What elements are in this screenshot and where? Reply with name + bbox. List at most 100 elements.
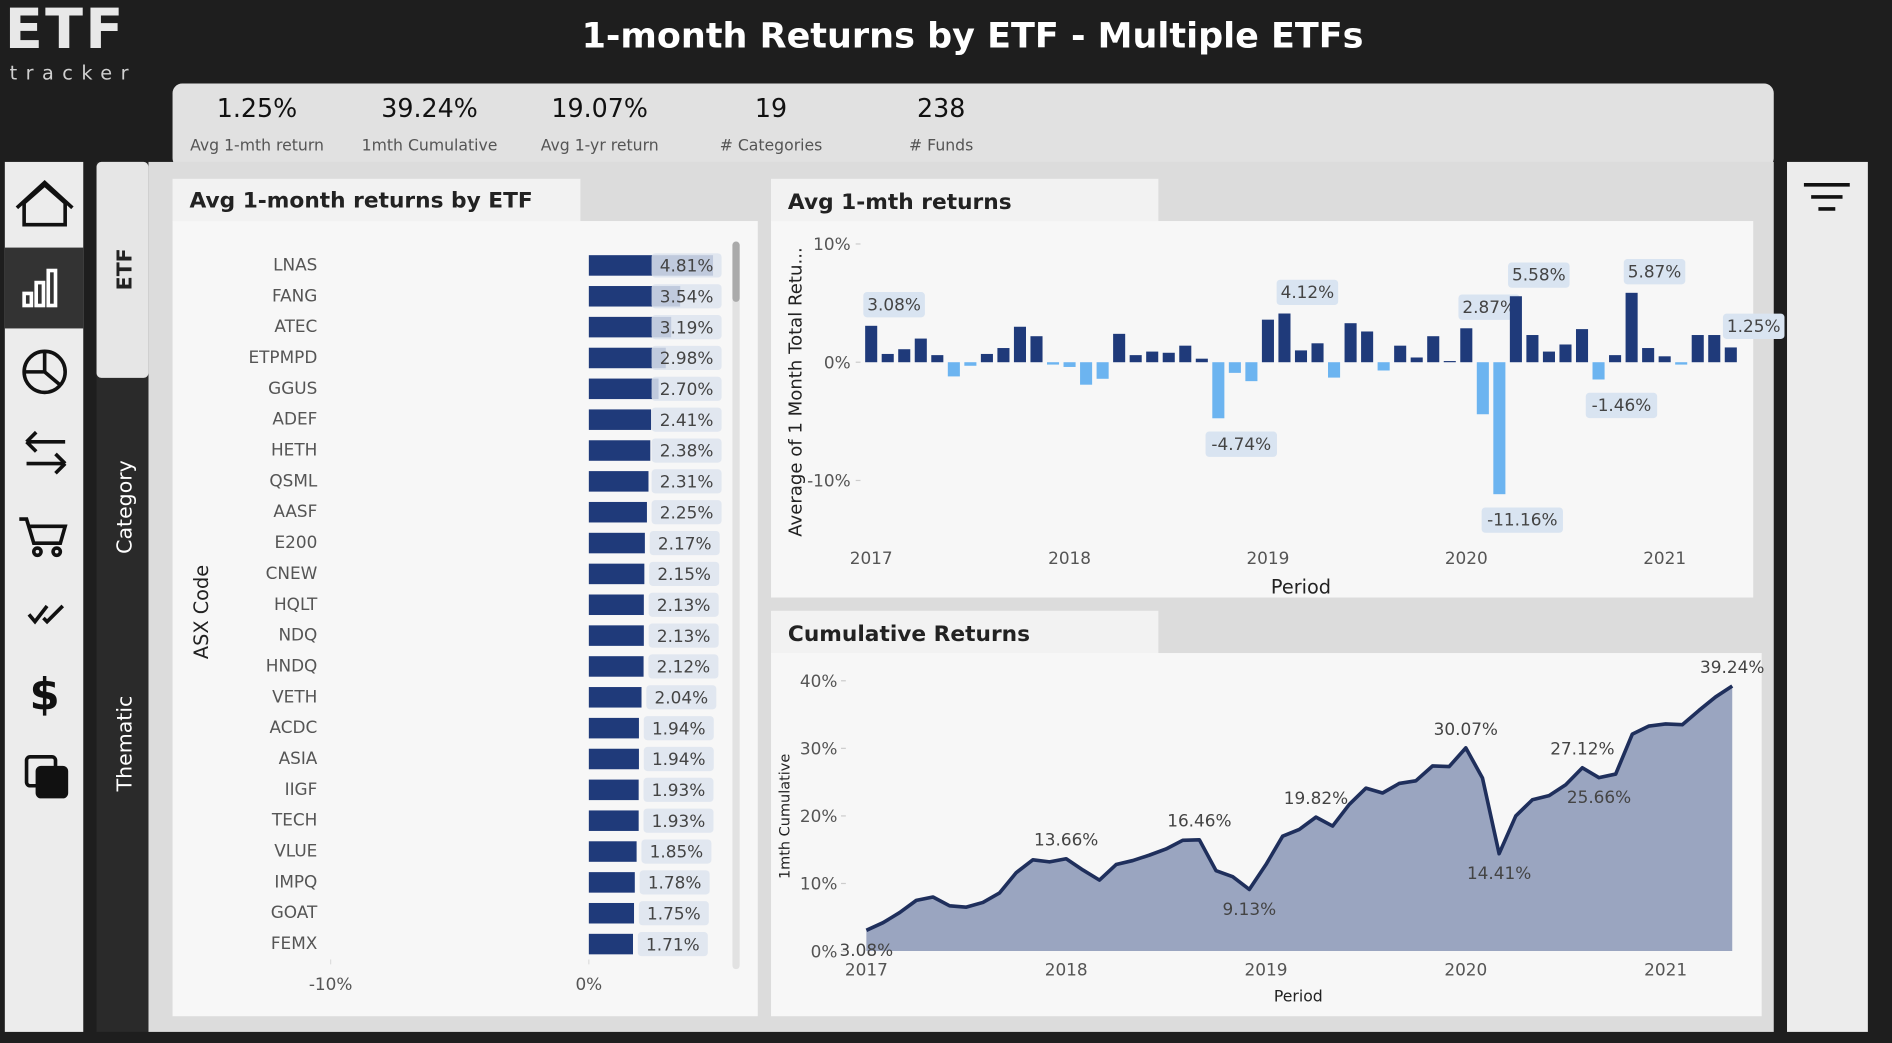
y-tick-label: VLUE bbox=[274, 841, 317, 861]
data-label: 1.94% bbox=[652, 718, 706, 738]
bar bbox=[1443, 361, 1456, 363]
bar bbox=[1146, 351, 1159, 363]
axis-title: ASX Code bbox=[190, 565, 213, 659]
data-label: 2.70% bbox=[660, 379, 714, 399]
bar bbox=[1691, 335, 1704, 363]
data-label-bg bbox=[1585, 392, 1658, 419]
tab-label[interactable]: Category bbox=[112, 460, 136, 554]
chart-title: Cumulative Returns bbox=[788, 622, 1030, 647]
data-label-bg bbox=[638, 901, 709, 926]
axis-title: 1mth Cumulative bbox=[778, 754, 794, 879]
bar bbox=[1377, 362, 1390, 371]
data-label: 1.25% bbox=[1727, 316, 1781, 336]
bar bbox=[588, 409, 652, 430]
bar bbox=[1575, 329, 1589, 363]
x-tick-label: 2020 bbox=[1444, 959, 1487, 979]
data-label-bg bbox=[649, 530, 720, 556]
bar bbox=[1642, 348, 1655, 363]
data-label-bg bbox=[648, 592, 719, 617]
bar bbox=[588, 717, 639, 739]
nav-pie[interactable] bbox=[22, 349, 67, 395]
data-label: -4.74% bbox=[1211, 434, 1271, 454]
tab-active[interactable] bbox=[96, 161, 149, 378]
kpi-label: Avg 1-yr return bbox=[541, 136, 659, 155]
nav-icons: $ bbox=[15, 179, 74, 799]
bar bbox=[1179, 345, 1192, 363]
logo-main: ETF bbox=[5, 0, 126, 62]
kpi-value: 19 bbox=[755, 93, 787, 123]
nav-home[interactable] bbox=[15, 179, 74, 227]
data-label: 2.13% bbox=[657, 595, 711, 615]
axis-title: Period bbox=[1271, 575, 1331, 598]
data-label: 1.93% bbox=[652, 811, 706, 831]
bar bbox=[1030, 336, 1043, 363]
data-label: 3.08% bbox=[867, 294, 921, 314]
scrollbar-thumb[interactable] bbox=[732, 241, 740, 302]
nav-cart[interactable] bbox=[19, 517, 68, 558]
bar bbox=[1129, 355, 1142, 363]
data-label: -1.46% bbox=[1592, 395, 1652, 415]
filter-icon[interactable] bbox=[1803, 183, 1850, 211]
data-label: 5.58% bbox=[1512, 265, 1566, 285]
data-label-bg bbox=[646, 685, 717, 710]
data-label-bg bbox=[651, 500, 722, 525]
bar bbox=[1013, 326, 1026, 363]
y-tick-label: ADEF bbox=[272, 409, 317, 429]
nav-report[interactable] bbox=[22, 268, 58, 308]
bar bbox=[1344, 323, 1357, 363]
nav-transfer[interactable] bbox=[25, 430, 67, 475]
data-label: 1.75% bbox=[647, 903, 701, 923]
bar bbox=[1113, 333, 1126, 363]
data-label: 30.07% bbox=[1434, 719, 1498, 739]
bar bbox=[931, 355, 944, 363]
panel bbox=[172, 221, 758, 1017]
data-label-bg bbox=[651, 469, 722, 494]
x-tick-label: 0% bbox=[575, 974, 602, 994]
nav-check[interactable] bbox=[27, 604, 65, 625]
data-label: 1.85% bbox=[650, 842, 704, 862]
bar bbox=[588, 471, 649, 492]
data-label: -11.16% bbox=[1487, 510, 1557, 530]
data-label-bg bbox=[651, 284, 722, 309]
bar bbox=[588, 625, 644, 646]
bar bbox=[1261, 319, 1274, 363]
data-label-bg bbox=[1481, 507, 1563, 533]
y-tick-label: FANG bbox=[272, 285, 317, 305]
y-tick-label: AASF bbox=[273, 501, 317, 521]
data-label-bg bbox=[643, 777, 714, 802]
panel-tab bbox=[172, 178, 581, 223]
page-title: 1-month Returns by ETF - Multiple ETFs bbox=[582, 17, 1364, 57]
tab-label[interactable]: Thematic bbox=[112, 696, 136, 793]
x-tick-label: 2019 bbox=[1246, 548, 1289, 568]
data-label: 2.38% bbox=[660, 441, 714, 461]
filter-panel bbox=[1787, 161, 1868, 1032]
bar bbox=[588, 872, 635, 893]
bar bbox=[1427, 336, 1440, 363]
bar bbox=[1410, 357, 1423, 363]
tab-label[interactable]: ETF bbox=[112, 248, 136, 290]
bar bbox=[1559, 344, 1572, 363]
panel-tab bbox=[771, 178, 1159, 223]
data-label-bg bbox=[643, 716, 714, 741]
data-label-bg bbox=[651, 407, 722, 432]
bar bbox=[1658, 356, 1671, 363]
data-label: 5.87% bbox=[1628, 261, 1682, 281]
y-tick-label: VETH bbox=[272, 686, 317, 706]
data-label-bg bbox=[649, 561, 720, 586]
data-label: 2.12% bbox=[657, 657, 711, 677]
nav-layers[interactable] bbox=[24, 754, 69, 799]
scrollbar[interactable] bbox=[732, 241, 740, 970]
axis-title: Average of 1 Month Total Retu... bbox=[785, 247, 806, 536]
data-label: 3.08% bbox=[840, 940, 894, 960]
data-label: 25.66% bbox=[1567, 787, 1631, 807]
kpi-label: # Funds bbox=[909, 136, 973, 155]
bar bbox=[914, 338, 927, 363]
kpi-panel bbox=[172, 83, 1774, 168]
data-label: 2.31% bbox=[660, 472, 714, 492]
bar bbox=[588, 748, 639, 770]
data-label-bg bbox=[637, 932, 708, 957]
kpi-label: 1mth Cumulative bbox=[362, 136, 498, 155]
data-label: 1.94% bbox=[652, 749, 706, 769]
kpi-label: Avg 1-mth return bbox=[190, 136, 324, 155]
